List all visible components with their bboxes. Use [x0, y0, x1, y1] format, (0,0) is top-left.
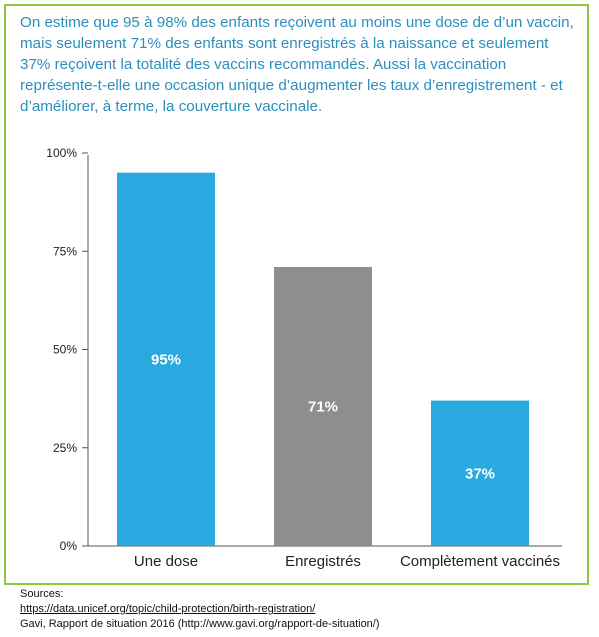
bar-3: [431, 400, 529, 546]
sources-block: Sources: https://data.unicef.org/topic/c…: [20, 587, 380, 632]
y-tick-label: 0%: [60, 539, 78, 553]
bar-value-label: 95%: [151, 351, 181, 368]
bar-value-label: 37%: [465, 465, 495, 482]
gavi-source-text: Gavi, Rapport de situation 2016 (http://…: [20, 618, 380, 630]
bar-2: [274, 266, 372, 546]
y-ticks: 0% 25% 50% 75% 100%: [46, 146, 88, 553]
bar-1: [117, 172, 215, 546]
y-tick-label: 25%: [53, 441, 77, 455]
bar-chart: 0% 25% 50% 75% 100% 95% 71% 37% Une dose Enregi…: [46, 146, 562, 570]
y-tick-label: 100%: [46, 146, 77, 160]
y-tick-label: 50%: [53, 343, 77, 357]
y-tick-label: 75%: [53, 244, 77, 258]
category-labels: Une dose Enregistrés Complètement vaccinés: [134, 553, 560, 570]
bar-value-label: 71%: [308, 398, 338, 415]
bars: [117, 172, 529, 546]
unicef-source-link[interactable]: https://data.unicef.org/topic/child-prot…: [20, 603, 316, 615]
chart-frame: [4, 4, 589, 585]
category-label: Une dose: [134, 553, 198, 570]
category-label: Enregistrés: [285, 553, 361, 570]
sources-heading: Sources:: [20, 588, 64, 600]
intro-paragraph: On estime que 95 à 98% des enfants reçoi…: [20, 14, 574, 115]
category-label: Complètement vaccinés: [400, 553, 560, 570]
data-labels: 95% 71% 37%: [151, 351, 495, 482]
